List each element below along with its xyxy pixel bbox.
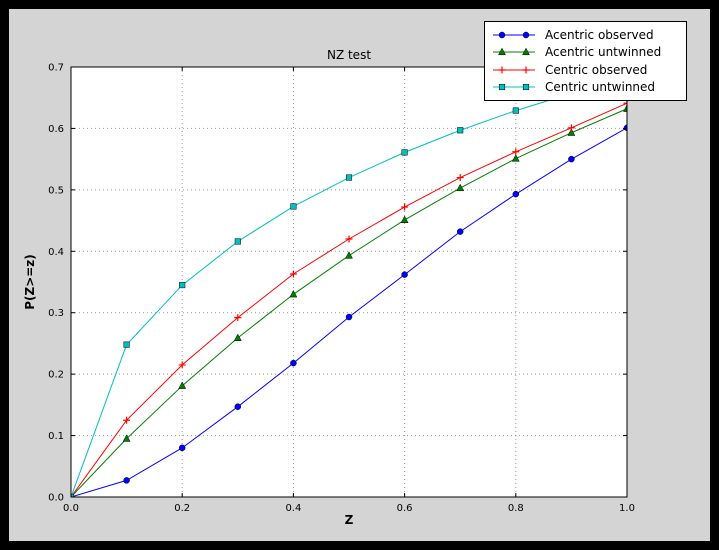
legend-entry: Centric observed [491,61,680,79]
legend-entry: Centric untwinned [491,79,680,97]
y-tick-label: 0.2 [48,370,64,381]
legend-line-sample [493,47,535,56]
square-marker [512,107,519,114]
circle-marker [568,155,575,163]
triangle-marker [456,183,465,192]
x-axis-label: Z [344,513,354,527]
plus-marker [498,66,506,74]
x-tick-label: 0.4 [285,503,301,514]
plot-area [71,67,627,497]
plus-marker [522,66,530,74]
square-marker [290,203,297,210]
square-marker [71,493,75,497]
y-tick-label: 0.3 [48,308,64,319]
triangle-marker [623,104,627,112]
circle-marker [234,403,242,410]
plus-marker [567,124,575,132]
y-tick-label: 0.4 [48,247,64,258]
x-tick-label: 0.2 [174,503,190,514]
plus-marker [178,361,186,369]
circle-marker [290,359,297,367]
x-tick-label: 0.6 [397,503,413,514]
plus-marker [234,314,242,322]
square-marker [498,84,506,91]
legend-entry: Acentric untwinned [491,44,680,62]
plus-marker [623,99,627,107]
circle-marker [456,228,464,235]
triangle-marker [122,434,131,442]
plus-marker [345,235,353,243]
circle-marker [123,477,130,484]
triangle-marker [289,289,298,298]
y-tick-label: 0.1 [48,431,64,442]
triangle-marker [498,47,506,56]
circle-marker [178,444,186,452]
legend-line-sample [493,66,535,74]
y-tick-label: 0.6 [48,124,64,135]
triangle-marker [178,381,187,389]
legend-entry: Acentric observed [491,26,680,44]
square-marker [345,174,353,181]
circle-marker [345,313,353,321]
series-group [71,74,627,497]
y-axis-label: P(Z>=z) [23,254,37,310]
legend-label: Centric observed [545,62,648,77]
circle-marker [522,31,530,38]
triangle-marker [567,128,576,136]
x-tick-label: 0.8 [508,503,524,514]
legend-label: Centric untwinned [545,80,656,95]
circle-marker [512,190,520,198]
legend-label: Acentric untwinned [545,45,662,60]
plus-marker [456,174,464,182]
circle-marker [623,124,627,132]
square-marker [179,282,186,289]
triangle-marker [345,251,353,259]
plus-marker [289,270,297,278]
triangle-marker [511,154,520,162]
legend: Acentric observed Acentric untwinned Cen… [484,21,687,101]
square-marker [522,84,530,91]
y-tick-label: 0.5 [48,185,64,196]
plus-marker [512,148,520,156]
x-tick-label: 1.0 [619,503,635,514]
triangle-marker [400,215,409,224]
square-marker [401,149,408,156]
chart-title: NZ test [326,48,372,62]
y-tick-label: 0.0 [48,493,64,504]
triangle-marker [522,47,530,56]
axes-spines [70,66,628,498]
legend-line-sample [493,31,535,38]
circle-marker [401,271,408,278]
plus-marker [401,203,409,211]
square-marker [123,341,130,348]
legend-line-sample [493,84,535,91]
square-marker [457,127,464,134]
y-tick-label: 0.7 [48,63,64,74]
plus-marker [123,416,131,424]
legend-label: Acentric observed [545,27,654,42]
x-tick-label: 0.0 [63,503,79,514]
triangle-marker [233,333,242,341]
circle-marker [498,31,506,38]
square-marker [234,238,241,245]
